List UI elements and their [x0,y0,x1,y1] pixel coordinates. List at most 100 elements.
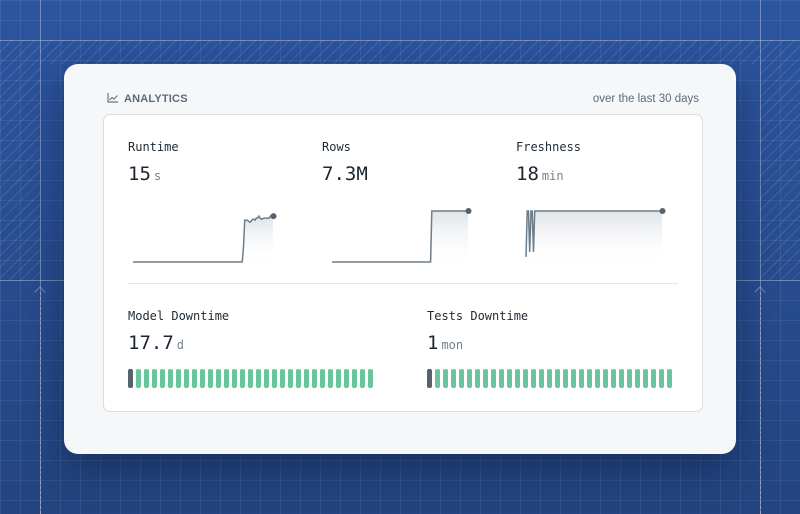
period-label: over the last 30 days [592,93,699,105]
model-downtime-bars [128,369,373,388]
runtime-line [133,214,273,263]
downtime-bar[interactable] [144,369,149,388]
blueprint-line-v2 [760,0,761,514]
downtime-bar[interactable] [224,369,229,388]
downtime-bar[interactable] [336,369,341,388]
downtime-bar[interactable] [459,369,464,388]
rows-end-point [465,208,472,214]
runtime-end-point [270,213,277,220]
card-header: ANALYTICS over the last 30 days [107,90,699,108]
downtime-bar[interactable] [152,369,157,388]
metric-number: 17.7 [128,332,174,354]
downtime-bar[interactable] [192,369,197,388]
downtime-bar[interactable] [603,369,608,388]
downtime-bar[interactable] [579,369,584,388]
downtime-bar[interactable] [451,369,456,388]
downtime-bar[interactable] [288,369,293,388]
runtime-area [133,216,273,265]
blueprint-hatch-left [0,40,40,280]
metric-unit: min [541,169,564,183]
metrics-panel: Runtime 15 s Rows 7.3M Freshness 18 min Mo… [103,114,703,412]
metric-model-downtime: Model Downtime 17.7 d [128,309,229,354]
downtime-bar[interactable] [667,369,672,388]
downtime-bar[interactable] [352,369,357,388]
downtime-bar[interactable] [208,369,213,388]
downtime-bar[interactable] [344,369,349,388]
downtime-bar[interactable] [507,369,512,388]
downtime-bar[interactable] [635,369,640,388]
metric-rows: Rows 7.3M [322,140,371,185]
downtime-bar[interactable] [659,369,664,388]
downtime-bar[interactable] [571,369,576,388]
downtime-bar[interactable] [296,369,301,388]
downtime-bar[interactable] [627,369,632,388]
downtime-bar[interactable] [176,369,181,388]
downtime-bar[interactable] [184,369,189,388]
downtime-bar[interactable] [160,369,165,388]
downtime-bar[interactable] [563,369,568,388]
downtime-bar[interactable] [531,369,536,388]
downtime-bar[interactable] [651,369,656,388]
downtime-bar[interactable] [328,369,333,388]
downtime-bar[interactable] [216,369,221,388]
downtime-bar[interactable] [168,369,173,388]
metric-runtime: Runtime 15 s [128,140,179,185]
metric-value: 1 mon [427,332,528,354]
runtime-sparkline [133,213,277,265]
metric-value: 17.7 d [128,332,229,354]
downtime-bar[interactable] [483,369,488,388]
freshness-end-point [659,208,666,214]
downtime-bar[interactable] [248,369,253,388]
downtime-bar[interactable] [427,369,432,388]
rows-line [332,210,468,263]
downtime-bar[interactable] [643,369,648,388]
downtime-bar[interactable] [547,369,552,388]
downtime-bar[interactable] [435,369,440,388]
metric-value: 7.3M [322,163,371,185]
downtime-bar[interactable] [491,369,496,388]
downtime-bar[interactable] [475,369,480,388]
metric-label: Model Downtime [128,309,230,323]
rows-area [332,211,468,265]
downtime-bar[interactable] [232,369,237,388]
downtime-bar[interactable] [539,369,544,388]
metric-tests-downtime: Tests Downtime 1 mon [427,309,528,354]
downtime-bar[interactable] [264,369,269,388]
analytics-title: ANALYTICS [124,93,188,105]
metric-unit: d [176,338,184,352]
downtime-bar[interactable] [360,369,365,388]
downtime-bar[interactable] [312,369,317,388]
downtime-bar[interactable] [240,369,245,388]
downtime-bar[interactable] [256,369,261,388]
downtime-bar[interactable] [515,369,520,388]
downtime-bar[interactable] [619,369,624,388]
downtime-bar[interactable] [368,369,373,388]
downtime-bar[interactable] [595,369,600,388]
downtime-bar[interactable] [128,369,133,388]
metric-label: Rows [322,140,351,154]
downtime-bar[interactable] [611,369,616,388]
analytics-card: ANALYTICS over the last 30 days Runtime … [64,64,736,454]
downtime-bar[interactable] [272,369,277,388]
downtime-bar[interactable] [200,369,205,388]
tests-downtime-bars [427,369,672,388]
downtime-bar[interactable] [280,369,285,388]
downtime-bar[interactable] [136,369,141,388]
metric-number: 1 [427,332,439,354]
downtime-bar[interactable] [467,369,472,388]
freshness-sparkline [525,208,666,265]
metric-unit: mon [441,338,464,352]
downtime-bar[interactable] [443,369,448,388]
downtime-bar[interactable] [320,369,325,388]
analytics-brand: ANALYTICS [107,90,188,108]
blueprint-hatch-right [760,40,800,280]
downtime-bar[interactable] [587,369,592,388]
downtime-bar[interactable] [523,369,528,388]
metric-label: Freshness [516,140,582,154]
downtime-bar[interactable] [499,369,504,388]
blueprint-line-v [40,0,41,514]
dimension-line-left [40,292,41,514]
downtime-bar[interactable] [555,369,560,388]
freshness-area [526,211,662,265]
downtime-bar[interactable] [304,369,309,388]
